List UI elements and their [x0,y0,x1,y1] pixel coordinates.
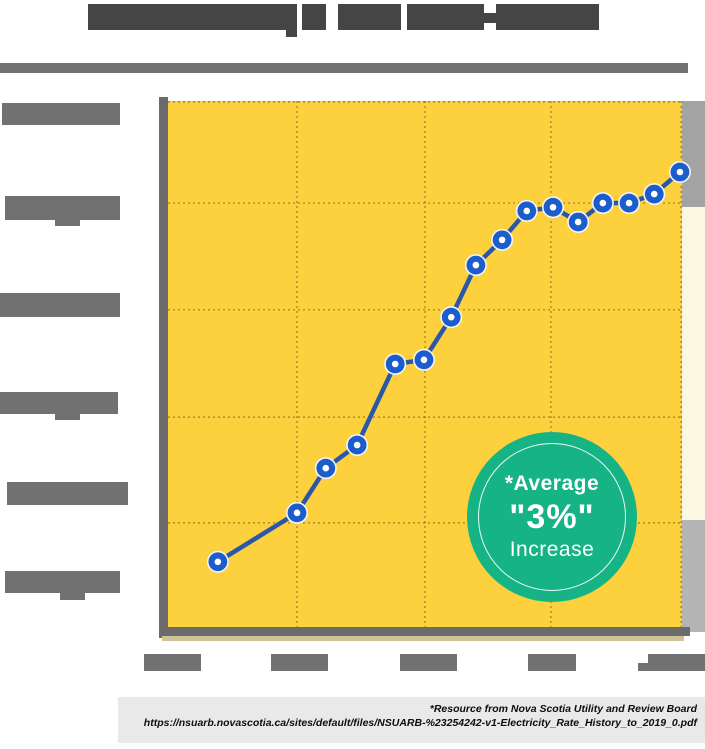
y-axis-label-redacted [0,392,118,414]
y-axis-label-descender [55,220,80,226]
x-axis-bar [159,627,690,636]
right-margin-strip [682,101,705,207]
plot-area: *Average "3%" Increase [168,101,691,627]
source-attribution-text: *Resource from Nova Scotia Utility and R… [429,703,697,715]
redacted-title-segment [338,4,401,30]
y-axis-bar [159,97,168,638]
y-axis-label-redacted [7,482,128,505]
redacted-title-comma [286,29,297,37]
redacted-title-hyphen [483,13,497,23]
y-axis-label-descender [60,593,85,600]
x-axis-label-redacted [271,654,328,671]
y-axis-label-redacted [5,571,120,593]
title-divider-rule [0,63,688,73]
redacted-title-segment [302,4,326,30]
average-increase-badge: *Average "3%" Increase [467,432,637,602]
x-axis-label-redacted [648,654,705,671]
x-axis-label-redacted [400,654,457,671]
y-axis-label-redacted [5,196,120,220]
rate-line-chart [168,101,691,627]
badge-line-percent: "3%" [509,498,595,536]
redacted-title-segment [88,4,297,30]
x-axis-label-redacted [144,654,201,671]
badge-line-increase: Increase [509,538,595,561]
right-margin-strip [682,520,705,632]
x-axis-label-nub [638,663,648,671]
redacted-title-segment [496,4,599,30]
source-url-text: https://nsuarb.novascotia.ca/sites/defau… [143,717,697,729]
redacted-title-segment [407,4,484,30]
right-margin-strip [682,207,705,520]
source-footer: *Resource from Nova Scotia Utility and R… [118,697,705,743]
y-axis-label-descender [55,414,80,420]
badge-line-average: *Average [504,472,600,495]
y-axis-label-redacted [2,103,120,125]
x-axis-shadow [162,636,684,641]
x-axis-label-redacted [528,654,576,671]
y-axis-label-redacted [0,293,120,317]
